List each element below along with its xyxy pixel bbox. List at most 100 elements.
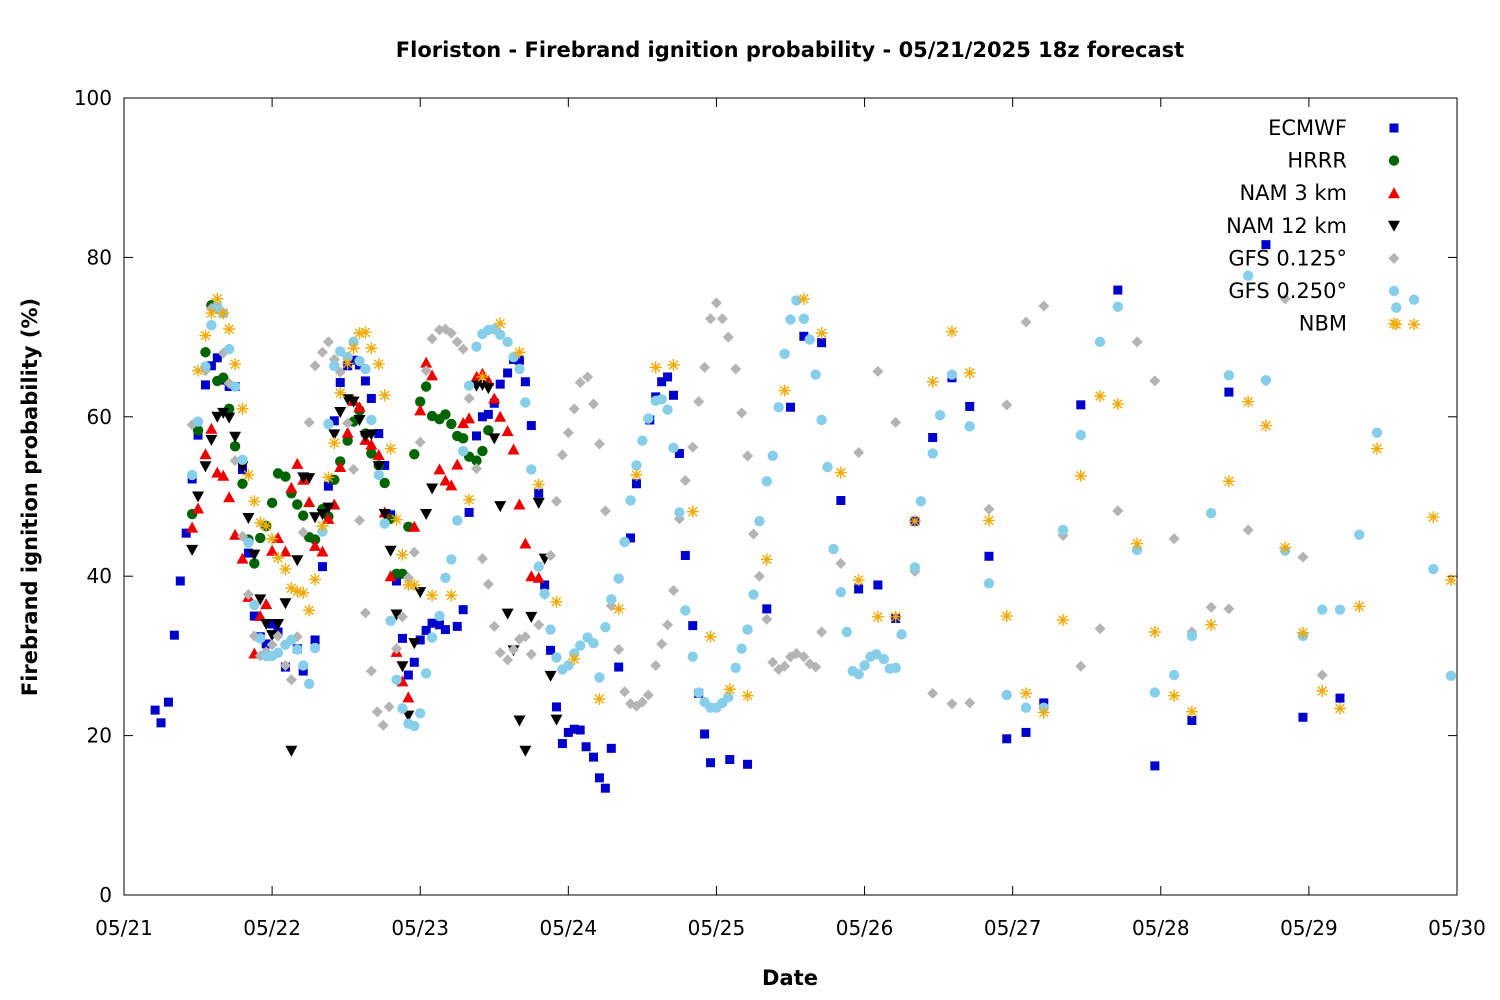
data-point-gfs-0-250 [656,394,667,405]
x-tick-label: 05/28 [1132,916,1190,940]
data-point-gfs-0-250 [286,634,297,646]
data-point-gfs-0-250 [409,720,420,732]
data-point-ecmwf [458,605,468,615]
data-point-gfs-0-125 [279,659,291,671]
data-point-gfs-0-125 [445,327,457,339]
data-point-nbm [704,630,717,643]
data-point-gfs-0-250 [385,615,396,627]
data-point-nam-12-km [525,611,538,623]
data-point-nam-12-km [303,473,316,485]
data-point-gfs-0-125 [722,331,734,343]
data-point-hrrr [471,455,482,466]
data-point-hrrr [229,441,241,452]
data-point-gfs-0-125 [927,687,939,699]
data-point-gfs-0-250 [1057,524,1069,536]
data-point-nbm [1259,419,1272,432]
legend-marker-hrrr [1388,155,1400,166]
data-point-nbm [353,327,366,340]
data-point-hrrr [237,478,248,489]
data-point-gfs-0-125 [426,333,438,345]
data-point-hrrr [255,532,266,544]
data-point-nam-3-km [532,571,545,583]
data-point-gfs-0-125 [662,619,674,631]
data-point-nam-3-km [254,610,267,622]
data-point-nam-3-km [365,438,378,450]
data-point-nam-12-km [365,429,378,441]
data-point-nbm [1148,625,1161,638]
data-point-gfs-0-250 [871,649,882,660]
data-point-ecmwf [674,448,684,458]
data-point-gfs-0-250 [1428,563,1439,575]
data-point-gfs-0-125 [742,450,754,462]
data-point-nbm [303,604,316,617]
legend-label-nbm: NBM [1299,312,1347,336]
data-point-nam-3-km [217,469,230,481]
data-point-nam-12-km [372,461,385,473]
data-point-gfs-0-125 [642,689,654,701]
data-point-gfs-0-250 [588,637,599,649]
data-point-nbm [889,610,902,623]
legend-label-gfs-0-125: GFS 0.125° [1228,246,1347,270]
data-point-gfs-0-250 [625,495,636,506]
data-point-gfs-0-250 [348,336,359,348]
data-point-ecmwf [575,725,585,735]
data-point-nbm [372,358,385,371]
data-point-gfs-0-250 [223,343,235,355]
data-point-gfs-0-250 [1242,270,1254,281]
legend-marker-nbm-icon [1388,317,1400,330]
data-point-nbm [378,389,391,402]
data-point-ecmwf [1002,734,1012,744]
data-point-nam-3-km [457,417,470,429]
data-point-gfs-0-250 [533,561,544,572]
data-point-ecmwf [540,580,550,590]
data-point-ecmwf [520,377,530,387]
data-point-gfs-0-250 [983,578,995,589]
data-point-nam-3-km [341,426,354,438]
data-point-gfs-0-125 [1316,669,1328,681]
data-point-ecmwf [1150,761,1160,771]
data-point-ecmwf [243,548,253,558]
data-point-nbm [741,689,754,702]
data-point-nam-3-km [525,570,538,582]
data-point-gfs-0-125 [545,549,557,561]
data-point-ecmwf [663,372,673,382]
data-point-gfs-0-250 [816,414,827,426]
data-point-gfs-0-250 [446,554,457,565]
data-point-gfs-0-250 [754,516,765,527]
data-point-gfs-0-250 [853,669,864,680]
data-point-gfs-0-250 [1223,370,1235,381]
y-tick-label: 100 [74,86,112,110]
data-point-nam-12-km [420,509,433,521]
data-point-nam-12-km [494,501,507,513]
data-point-gfs-0-250 [909,562,921,573]
data-point-nbm [322,471,335,484]
data-point-gfs-0-250 [309,642,321,654]
data-point-nbm [926,375,939,388]
data-point-nam-12-km [532,497,545,509]
data-point-gfs-0-250 [186,469,198,481]
data-point-gfs-0-250 [298,660,309,671]
data-point-gfs-0-250 [192,416,204,427]
data-point-hrrr [266,497,278,509]
data-point-ecmwf [427,618,437,628]
data-point-nbm [1131,537,1144,550]
data-point-gfs-0-250 [255,633,266,644]
data-point-ecmwf [606,743,616,753]
data-point-gfs-0-250 [526,464,537,475]
data-point-ecmwf [743,759,753,769]
data-point-gfs-0-125 [420,365,432,377]
data-point-gfs-0-125 [593,438,605,450]
data-point-nbm [1242,395,1255,408]
data-point-ecmwf [267,619,277,629]
data-point-ecmwf [688,621,698,631]
data-point-nbm [341,357,354,370]
data-point-gfs-0-125 [710,297,722,309]
data-point-ecmwf [668,390,678,400]
data-point-nam-12-km [266,630,279,642]
data-point-ecmwf [1335,693,1345,703]
data-point-gfs-0-125 [508,644,520,656]
data-point-gfs-0-125 [285,674,297,686]
y-tick-label: 60 [87,405,112,429]
x-tick-label: 05/23 [391,916,449,940]
data-point-nam-3-km [199,448,212,460]
